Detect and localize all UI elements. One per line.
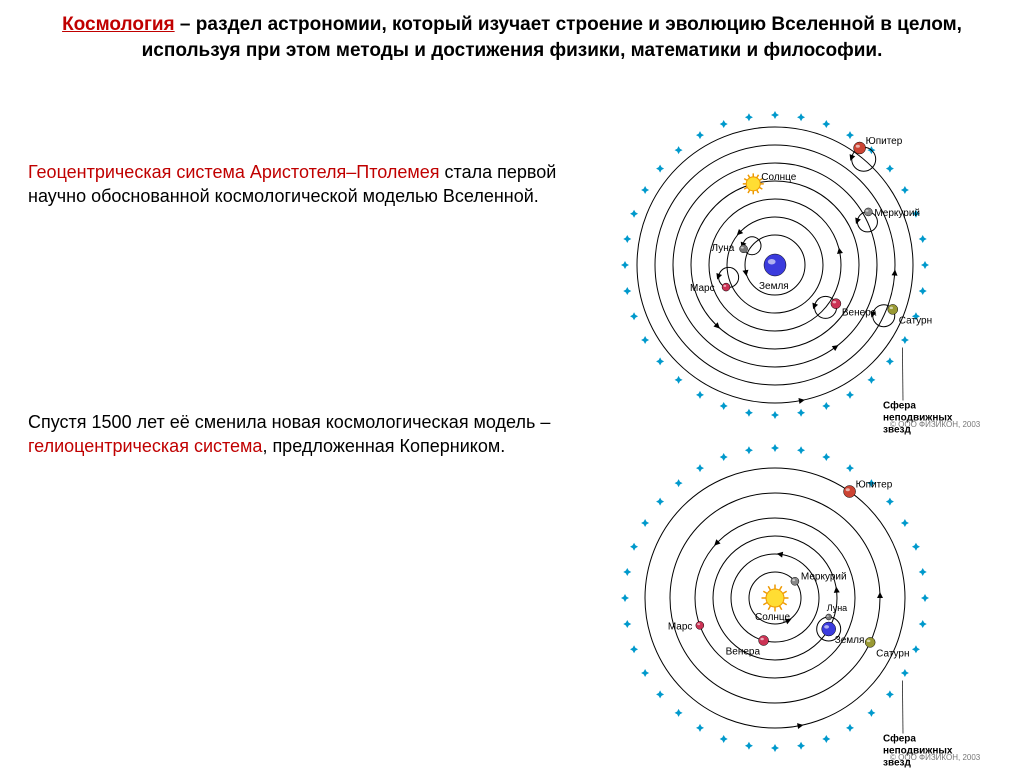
svg-text:Сфера: Сфера <box>883 733 916 745</box>
svg-text:© ООО ФИЗИКОН, 2003: © ООО ФИЗИКОН, 2003 <box>890 420 981 429</box>
svg-text:Сатурн: Сатурн <box>899 315 932 326</box>
svg-text:Луна: Луна <box>827 603 847 613</box>
svg-text:Сфера: Сфера <box>883 400 916 412</box>
svg-text:Земля: Земля <box>759 281 789 292</box>
svg-text:Солнце: Солнце <box>761 172 797 183</box>
slide-root: Космология – раздел астрономии, который … <box>0 0 1024 768</box>
svg-text:Земля: Земля <box>835 635 865 646</box>
svg-text:Меркурий: Меркурий <box>801 571 847 582</box>
svg-text:© ООО ФИЗИКОН, 2003: © ООО ФИЗИКОН, 2003 <box>890 753 981 762</box>
diagram-geocentric: ЛунаМарсВенераСолнцеМеркурийСатурнЮпитер… <box>590 105 1010 435</box>
paragraph-geocentric: Геоцентрическая система Аристотеля–Птоле… <box>28 160 558 209</box>
paragraph-heliocentric: Спустя 1500 лет её сменила новая космоло… <box>28 410 558 459</box>
para2-red: гелиоцентрическая система <box>28 436 262 456</box>
para2-pre: Спустя 1500 лет её сменила новая космоло… <box>28 412 550 432</box>
diagram-heliocentric: МеркурийВенераЗемляЛунаМарсСатурнЮпитерС… <box>590 438 1010 768</box>
svg-text:Юпитер: Юпитер <box>866 136 903 147</box>
title-rest: – раздел астрономии, который изучает стр… <box>142 14 962 61</box>
svg-text:Юпитер: Юпитер <box>856 480 893 491</box>
svg-text:Марс: Марс <box>668 621 693 632</box>
svg-text:Солнце: Солнце <box>755 612 791 623</box>
svg-text:Венера: Венера <box>726 647 761 658</box>
para1-red: Геоцентрическая система Аристотеля–Птоле… <box>28 162 440 182</box>
slide-title: Космология – раздел астрономии, который … <box>40 12 984 63</box>
para2-post: , предложенная Коперником. <box>262 436 505 456</box>
title-highlight: Космология <box>62 14 175 35</box>
